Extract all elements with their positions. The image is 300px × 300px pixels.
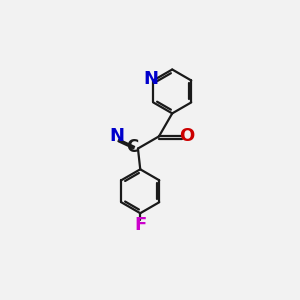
Text: O: O xyxy=(179,128,195,146)
Text: N: N xyxy=(143,70,158,88)
Text: N: N xyxy=(110,127,125,145)
Text: C: C xyxy=(126,138,138,156)
Text: F: F xyxy=(134,216,146,234)
